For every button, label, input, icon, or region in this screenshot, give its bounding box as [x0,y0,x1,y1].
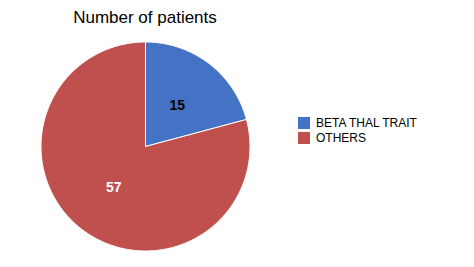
html-text:Number of patients: Number of patients [73,7,217,27]
html-text:BETA THAL TRAIT: BETA THAL TRAIT [316,115,417,130]
svg-text:15: 15 [170,96,186,112]
html-text:OTHERS: OTHERS [316,130,366,145]
svg-text:57: 57 [106,179,122,195]
